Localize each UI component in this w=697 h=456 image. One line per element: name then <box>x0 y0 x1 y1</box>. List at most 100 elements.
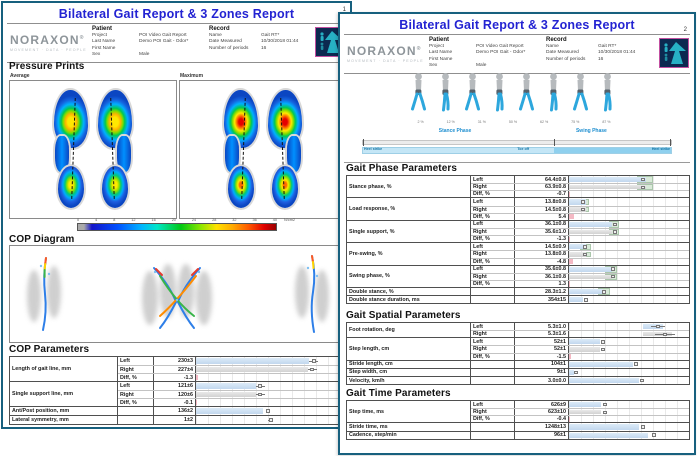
param-value: 5.4 <box>515 213 569 220</box>
bar-fill <box>569 347 601 352</box>
bar-fill <box>196 383 256 389</box>
mean-marker <box>611 275 616 279</box>
bar-fill <box>569 369 574 375</box>
mean-marker <box>265 408 270 414</box>
param-row: Left 36.1±0.8 <box>471 220 689 228</box>
value-bar <box>569 228 689 236</box>
param-row: Right 623±10 <box>471 408 689 416</box>
bar-fill <box>569 416 571 422</box>
param-group: Foot rotation, deg Left 5.3±1.0 Right 5.3±1.… <box>347 323 689 338</box>
param-rows: 1248±13 <box>471 423 689 431</box>
value-bar <box>569 265 689 273</box>
side-label: Diff, % <box>471 258 515 265</box>
bar-fill <box>569 361 633 367</box>
param-row: Left 5.3±1.0 <box>471 323 689 331</box>
param-row: Diff, % -0.4 <box>471 415 689 423</box>
header-value: 16 <box>598 56 604 62</box>
value-bar <box>196 416 345 424</box>
value-bar <box>196 374 345 381</box>
param-value: 5.3±1.0 <box>515 323 569 331</box>
param-value: 120±6 <box>154 391 196 398</box>
param-value: -4.8 <box>515 258 569 265</box>
mean-marker <box>581 208 586 212</box>
param-row: 354±15 <box>471 296 689 304</box>
param-row: Left 52±1 <box>471 338 689 346</box>
value-bar <box>569 401 689 409</box>
mean-marker <box>574 370 579 375</box>
page-number: 2 <box>683 27 687 33</box>
side-label <box>471 296 515 304</box>
value-bar <box>569 288 689 296</box>
param-row: Right 227±4 <box>118 365 345 373</box>
param-row: 9±1 <box>471 368 689 376</box>
side-label: Left <box>118 382 154 390</box>
param-label: Load response, % <box>347 198 471 220</box>
header-row: Date Measured 10/30/2018 01:44 <box>546 50 635 56</box>
cycle-track <box>362 139 672 146</box>
side-label: Right <box>118 391 154 398</box>
mean-marker <box>600 339 605 344</box>
gait-cycle-strip: 2 % 12 % 31 % 50 % 62 % 75 % 87 % Stance Phase… <box>344 60 690 163</box>
param-value: 35.6±0.8 <box>515 265 569 273</box>
mean-marker <box>582 252 587 257</box>
param-label: Single support, % <box>347 220 471 243</box>
report-title: Bilateral Gait Report & 3 Zones Report <box>58 7 295 21</box>
side-label: Left <box>471 323 515 331</box>
stance-phase-label: Stance Phase <box>438 128 472 134</box>
gait-phase-parameters-table: Stance phase, % Left 64.4±0.8 Right 63.9±0.8… <box>346 175 690 305</box>
header-row: Sex Male <box>92 52 188 58</box>
param-row: Right 13.8±0.8 <box>471 250 689 258</box>
value-bar <box>569 368 689 376</box>
param-label: Length of gait line, mm <box>10 357 118 381</box>
param-group: Stride length, cm 104±1 <box>347 359 689 368</box>
side-label <box>471 288 515 296</box>
param-row: Right 36.1±0.8 <box>471 272 689 280</box>
header-row: Last Name Demo POI Gait - Odor* <box>92 39 188 45</box>
param-value: 14.5±0.9 <box>515 243 569 251</box>
header-value: 10/30/2018 01:44 <box>598 50 636 56</box>
param-row: Diff, % 1.3 <box>471 279 689 288</box>
param-label: Foot rotation, deg <box>347 323 471 338</box>
scale-tick: 32 <box>232 218 237 222</box>
param-label: Velocity, km/h <box>347 376 471 385</box>
header-value: Gait RT* <box>598 44 617 49</box>
value-bar <box>569 198 689 206</box>
param-value: 1248±13 <box>515 423 569 431</box>
mean-marker <box>601 289 606 294</box>
param-value: -1.3 <box>515 236 569 243</box>
bar-fill <box>196 358 310 364</box>
header-value: POI Video Gait Report <box>139 33 187 38</box>
param-row: 104±1 <box>471 360 689 368</box>
gait-events: Heel strike Toe off Heel strike <box>362 146 672 153</box>
mean-marker <box>634 362 639 367</box>
bar-fill <box>569 214 574 220</box>
param-group: Swing phase, % Left 35.6±0.8 Right 36.1±0.8 D… <box>347 264 689 288</box>
param-value: 623±10 <box>515 409 569 416</box>
param-row: Diff, % -0.1 <box>118 398 345 406</box>
section-title-gait-time: Gait Time Parameters <box>346 388 451 399</box>
bar-fill <box>569 424 639 430</box>
value-bar <box>569 376 689 385</box>
mean-marker <box>583 297 588 302</box>
param-row: Diff, % -0.7 <box>471 190 689 198</box>
param-rows: 28.3±1.2 <box>471 288 689 296</box>
bar-fill <box>569 259 574 265</box>
param-value: 136±2 <box>154 407 196 415</box>
param-row: Right 14.5±0.8 <box>471 205 689 213</box>
record-heading: Record <box>546 37 567 43</box>
param-row: 96±1 <box>471 431 689 439</box>
header-label: Date Measured <box>209 39 242 45</box>
mean-marker <box>600 347 605 352</box>
param-group: Step length, cm Left 52±1 Right 52±1 Diff, % -… <box>347 337 689 360</box>
header-row: Name Gait RT* <box>209 33 298 39</box>
param-value: 36.1±0.8 <box>515 220 569 228</box>
bar-fill <box>569 185 646 190</box>
param-group: Step width, cm 9±1 <box>347 367 689 376</box>
side-label: Right <box>471 346 515 353</box>
param-row: 136±2 <box>118 407 345 415</box>
side-label: Right <box>471 228 515 236</box>
mean-marker <box>655 324 660 329</box>
param-rows: 1±2 <box>118 416 345 424</box>
param-row: Diff, % -1.3 <box>118 373 345 381</box>
divider <box>7 23 346 24</box>
